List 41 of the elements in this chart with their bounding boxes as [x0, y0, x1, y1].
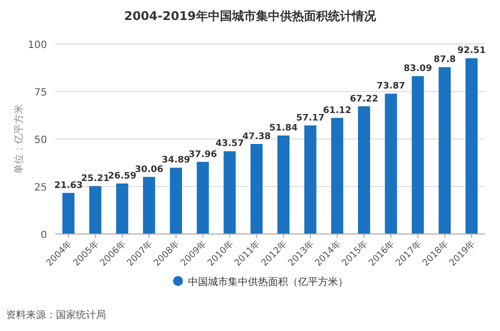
data-label: 92.51 — [457, 46, 486, 56]
y-tick-label: 0 — [40, 230, 47, 241]
bar — [277, 136, 290, 234]
data-label: 83.09 — [404, 64, 432, 74]
data-label: 37.96 — [188, 150, 218, 160]
y-axis-title: 单位：亿平方米 — [13, 104, 25, 174]
legend-label: 中国城市集中供热面积（亿平方米） — [188, 276, 348, 288]
data-label: 25.21 — [81, 174, 110, 184]
chart-title: 2004-2019年中国城市集中供热面积统计情况 — [124, 9, 377, 23]
data-label: 51.84 — [269, 124, 298, 134]
data-label: 47.38 — [242, 132, 271, 142]
bar — [358, 106, 370, 234]
data-label: 30.06 — [134, 164, 164, 175]
data-label: 26.59 — [108, 171, 136, 182]
bar — [438, 67, 451, 234]
data-label: 21.63 — [54, 180, 83, 191]
bar — [170, 168, 182, 234]
bar — [196, 162, 209, 234]
bar — [384, 94, 397, 234]
y-tick-label: 100 — [28, 40, 47, 51]
bar — [224, 151, 236, 234]
data-label: 67.22 — [350, 94, 378, 104]
text: 资料来源：国家统计局 — [6, 309, 106, 321]
bar — [304, 125, 316, 234]
bar — [412, 76, 424, 234]
bar — [89, 186, 102, 234]
bar — [466, 58, 478, 234]
data-label: 57.17 — [296, 113, 325, 124]
bar — [331, 118, 344, 234]
bar — [62, 192, 74, 234]
y-tick-label: 75 — [34, 88, 47, 98]
data-label: 43.57 — [215, 139, 244, 150]
bar — [250, 144, 263, 234]
data-label: 73.87 — [376, 82, 406, 92]
data-label: 34.89 — [162, 156, 190, 166]
y-tick-label: 25 — [34, 182, 47, 194]
bar — [143, 176, 156, 234]
data-label: 87.8 — [434, 55, 456, 66]
data-label: 61.12 — [322, 106, 352, 116]
bar — [116, 183, 128, 234]
y-tick-label: 50 — [34, 135, 47, 146]
